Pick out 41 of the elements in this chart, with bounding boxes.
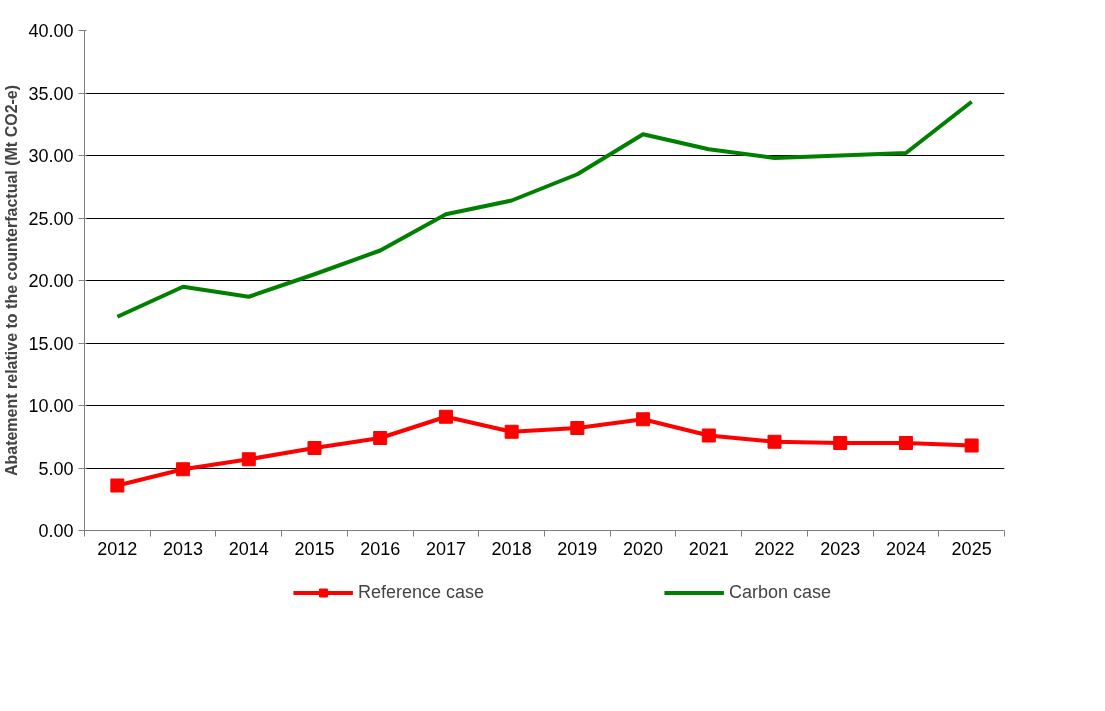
x-tick-label: 2014	[228, 538, 269, 559]
x-tick-label: 2018	[491, 538, 532, 559]
x-tick-label: 2016	[360, 538, 401, 559]
point	[701, 428, 716, 443]
point	[241, 452, 256, 467]
x-tick-label: 2024	[885, 538, 926, 559]
y-tick-label: 35.00	[28, 83, 74, 104]
legend-label: Carbon case	[729, 581, 832, 603]
x-tick-label: 2013	[163, 538, 204, 559]
legend-label: Reference case	[357, 581, 485, 603]
point	[636, 412, 651, 427]
point	[307, 441, 322, 455]
point	[898, 436, 913, 450]
y-tick-label: 40.00	[28, 21, 74, 41]
point	[438, 409, 453, 424]
y-tick-label: 25.00	[28, 208, 74, 229]
point	[176, 462, 191, 477]
x-tick-label: 2020	[623, 538, 664, 559]
point	[833, 436, 848, 450]
point	[110, 478, 125, 493]
x-tick-label: 2023	[820, 538, 861, 559]
x-tick-label: 2012	[97, 538, 138, 559]
y-tick-label: 30.00	[28, 146, 74, 166]
point	[570, 421, 585, 435]
x-tick-label: 2025	[951, 538, 992, 559]
y-axis-title: Abatement relative to the counterfactual (Mt CO2-e)	[3, 84, 21, 477]
y-tick-label: 0.00	[38, 521, 74, 541]
x-tick-label: 2017	[425, 538, 466, 559]
y-tick-label: 20.00	[28, 271, 74, 291]
x-tick-label: 2019	[557, 538, 598, 559]
point	[767, 434, 782, 449]
x-tick-label: 2022	[754, 538, 795, 559]
line-series	[115, 99, 974, 319]
point	[504, 424, 519, 439]
y-tick-label: 5.00	[38, 458, 74, 479]
y-tick-label: 15.00	[28, 333, 74, 354]
point	[373, 431, 388, 445]
x-tick-label: 2015	[294, 538, 335, 559]
y-tick-label: 10.00	[28, 396, 74, 416]
point	[964, 438, 979, 453]
x-tick-label: 2021	[688, 538, 729, 559]
